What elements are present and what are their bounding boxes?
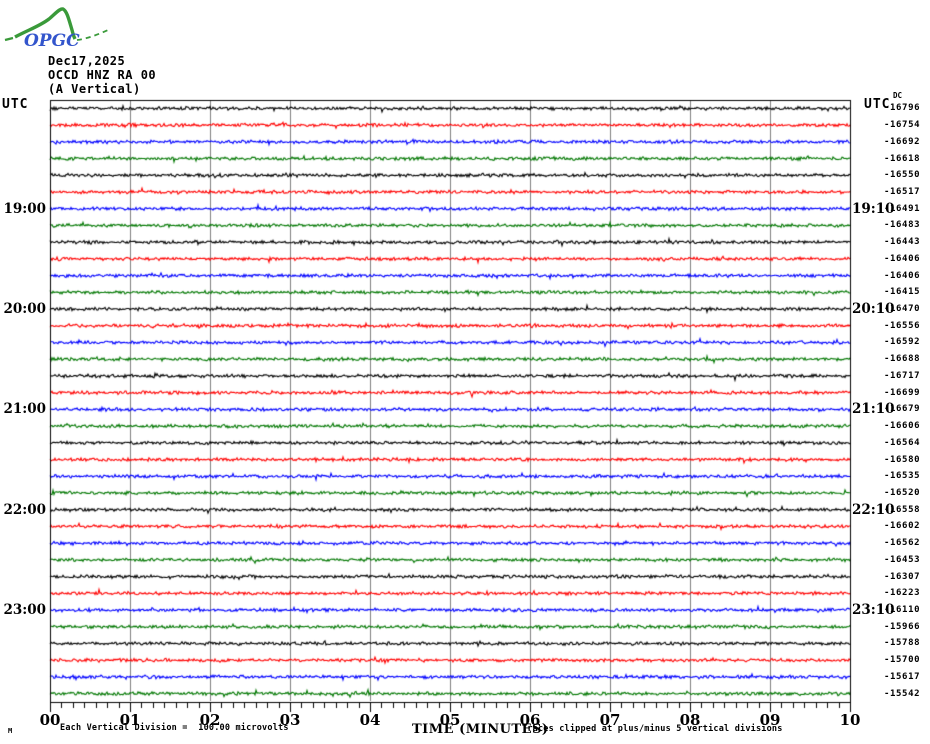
x-axis-title: TIME (MINUTES) — [412, 722, 549, 737]
division-note: Each Vertical Division = 100.00 microvol… — [60, 723, 289, 733]
hour-label-right: 22:10 — [852, 501, 895, 518]
logo-dash-right — [76, 29, 109, 41]
utc-label-left: UTC — [2, 97, 29, 112]
dc-value: -16679 — [884, 404, 921, 415]
minute-label: 02 — [199, 711, 221, 729]
hour-label-right: 23:10 — [852, 602, 895, 619]
dc-value: -16406 — [884, 253, 921, 264]
dc-value: -16692 — [884, 136, 921, 147]
dc-value: -16556 — [884, 320, 921, 331]
dc-value: -16796 — [884, 103, 921, 114]
opgc-logo: OPGC — [4, 7, 109, 51]
dc-value: -15966 — [884, 621, 921, 632]
dc-value: -16564 — [884, 437, 921, 448]
corner-glyph: M — [8, 727, 13, 735]
dc-value: -16618 — [884, 153, 921, 164]
logo-dash-left — [4, 36, 14, 42]
dc-value: -16520 — [884, 487, 921, 498]
dc-value: -15700 — [884, 655, 921, 666]
dc-value: -16110 — [884, 605, 921, 616]
dc-value: -16580 — [884, 454, 921, 465]
dc-value: -16602 — [884, 521, 921, 532]
minute-label: 07 — [599, 711, 621, 729]
hour-label-left: 22:00 — [3, 501, 46, 518]
dc-value: -16699 — [884, 387, 921, 398]
minute-label: 05 — [439, 711, 461, 729]
hour-label-right: 20:10 — [852, 301, 895, 318]
utc-label-right: UTC — [864, 97, 891, 112]
minute-label: 06 — [519, 711, 541, 729]
hour-label-right: 21:10 — [852, 401, 895, 418]
clip-note: Traces clipped at plus/minus 5 vertical … — [522, 724, 783, 734]
hour-label-left: 21:00 — [3, 401, 46, 418]
dc-value: -16307 — [884, 571, 921, 582]
dc-value: -16491 — [884, 203, 921, 214]
dc-value: -15788 — [884, 638, 921, 649]
dc-value: -16592 — [884, 337, 921, 348]
dc-value: -15542 — [884, 688, 921, 699]
dc-value: -16406 — [884, 270, 921, 281]
dc-value: -16517 — [884, 186, 921, 197]
header-station: OCCD HNZ RA 00 — [48, 68, 157, 82]
dc-value: -16453 — [884, 554, 921, 565]
dc-value: -16688 — [884, 354, 921, 365]
logo-text: OPGC — [24, 31, 80, 51]
dc-value: -16606 — [884, 421, 921, 432]
dc-value: -16754 — [884, 120, 921, 131]
dc-value: -16443 — [884, 237, 921, 248]
header-date: Dec17,2025 — [48, 54, 126, 68]
dc-value: -16483 — [884, 220, 921, 231]
dc-label: DC — [893, 91, 903, 100]
dc-value: -16562 — [884, 538, 921, 549]
dc-value: -16717 — [884, 370, 921, 381]
hour-label-left: 19:00 — [3, 200, 46, 217]
minute-label: 01 — [119, 711, 141, 729]
minute-label: 00 — [39, 711, 61, 729]
dc-value: -16415 — [884, 287, 921, 298]
minute-label: 04 — [359, 711, 381, 729]
hour-label-left: 20:00 — [3, 301, 46, 318]
dc-value: -16550 — [884, 170, 921, 181]
minute-label: 10 — [839, 711, 861, 729]
hour-label-right: 19:10 — [852, 200, 895, 217]
dc-value: -16223 — [884, 588, 921, 599]
dc-value: -16558 — [884, 504, 921, 515]
dc-value: -16470 — [884, 304, 921, 315]
dc-value: -16535 — [884, 471, 921, 482]
dc-value: -15617 — [884, 671, 921, 682]
minute-label: 03 — [279, 711, 301, 729]
minute-label: 08 — [679, 711, 701, 729]
logo-mountain-curve — [14, 7, 77, 40]
minute-label: 09 — [759, 711, 781, 729]
hour-label-left: 23:00 — [3, 602, 46, 619]
header-channel: (A Vertical) — [48, 82, 141, 96]
